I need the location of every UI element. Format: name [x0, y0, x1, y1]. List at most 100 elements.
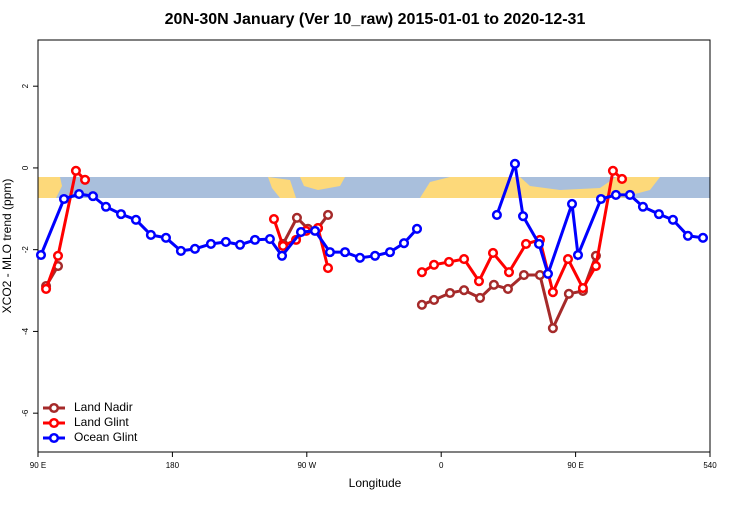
data-point — [58, 193, 70, 205]
data-point — [384, 247, 396, 258]
data-point — [590, 260, 601, 272]
legend-label: Land Glint — [74, 415, 129, 429]
data-point — [398, 238, 410, 249]
data-point — [697, 232, 709, 243]
data-point — [577, 283, 588, 294]
data-point — [74, 189, 85, 200]
x-tick-label: 90 E — [567, 461, 583, 470]
data-point — [268, 213, 279, 225]
data-point — [667, 214, 679, 225]
map-land — [300, 177, 345, 190]
data-point — [249, 234, 261, 245]
data-point — [160, 232, 172, 243]
data-point — [542, 268, 554, 279]
data-point — [322, 263, 334, 274]
data-point — [428, 259, 440, 270]
data-point — [682, 230, 693, 241]
map-land — [38, 177, 62, 198]
data-point — [416, 299, 427, 310]
map-strip — [38, 177, 710, 198]
y-tick-label: -4 — [21, 327, 30, 335]
data-point — [547, 287, 558, 298]
series — [35, 158, 709, 279]
data-point — [520, 238, 532, 250]
data-point — [411, 223, 423, 234]
data-point — [35, 249, 47, 261]
data-point — [175, 245, 186, 256]
data-point — [354, 252, 366, 263]
y-tick-label: 0 — [21, 165, 30, 170]
data-point — [100, 201, 111, 212]
data-point — [220, 236, 231, 247]
data-point — [295, 227, 307, 238]
data-point — [339, 247, 351, 258]
data-point — [309, 225, 321, 236]
data-point — [130, 214, 142, 225]
x-tick-label: 540 — [703, 461, 717, 470]
data-point — [276, 250, 288, 261]
data-point — [517, 211, 529, 222]
x-tick-label: 180 — [166, 461, 180, 470]
data-point — [637, 201, 648, 212]
data-point — [474, 292, 486, 303]
data-point — [145, 229, 156, 241]
data-point — [509, 158, 521, 169]
chart-title: 20N-30N January (Ver 10_raw) 2015-01-01 … — [165, 11, 586, 28]
data-point — [488, 279, 499, 290]
data-point — [624, 189, 636, 200]
data-point — [610, 189, 621, 200]
data-point — [416, 267, 427, 278]
y-tick-label: 2 — [21, 83, 30, 88]
series-line — [44, 167, 87, 290]
y-axis-label: XCO2 - MLO trend (ppm) — [0, 179, 14, 314]
data-point — [572, 249, 584, 261]
data-point — [41, 283, 52, 294]
legend-label: Land Nadir — [74, 400, 133, 414]
data-point — [324, 247, 335, 258]
legend-marker — [48, 417, 60, 429]
data-point — [518, 269, 529, 281]
data-point — [562, 254, 574, 265]
y-tick-label: -6 — [21, 409, 30, 417]
data-point — [205, 238, 216, 250]
data-point — [278, 240, 289, 252]
data-point — [264, 234, 275, 245]
data-point — [189, 243, 200, 254]
data-point — [473, 276, 485, 287]
data-point — [534, 269, 545, 281]
data-point — [458, 285, 470, 296]
data-point — [547, 323, 558, 334]
data-point — [487, 247, 499, 258]
legend-marker — [48, 402, 60, 414]
x-tick-label: 0 — [439, 461, 444, 470]
data-point — [444, 287, 456, 299]
data-point — [533, 238, 545, 250]
data-point — [52, 250, 64, 261]
data-point — [502, 283, 514, 294]
y-tick-label: -2 — [21, 246, 30, 254]
data-point — [234, 239, 246, 250]
data-point — [443, 256, 455, 267]
legend-label: Ocean Glint — [74, 430, 138, 444]
data-point — [653, 209, 664, 220]
x-tick-label: 90 E — [30, 461, 46, 470]
x-axis-label: Longitude — [349, 476, 402, 490]
map-land — [268, 177, 296, 198]
data-point — [115, 209, 127, 220]
map-land — [420, 177, 660, 198]
data-point — [369, 250, 381, 261]
data-point — [79, 174, 91, 185]
data-point — [595, 193, 607, 205]
plot-frame — [37, 39, 711, 453]
data-point — [566, 198, 578, 209]
x-tick-label: 90 W — [297, 461, 316, 470]
data-point — [563, 288, 574, 299]
data-point — [616, 173, 628, 185]
legend-marker — [48, 432, 60, 444]
data-point — [70, 165, 81, 176]
data-point — [458, 254, 470, 265]
data-point — [428, 294, 440, 306]
